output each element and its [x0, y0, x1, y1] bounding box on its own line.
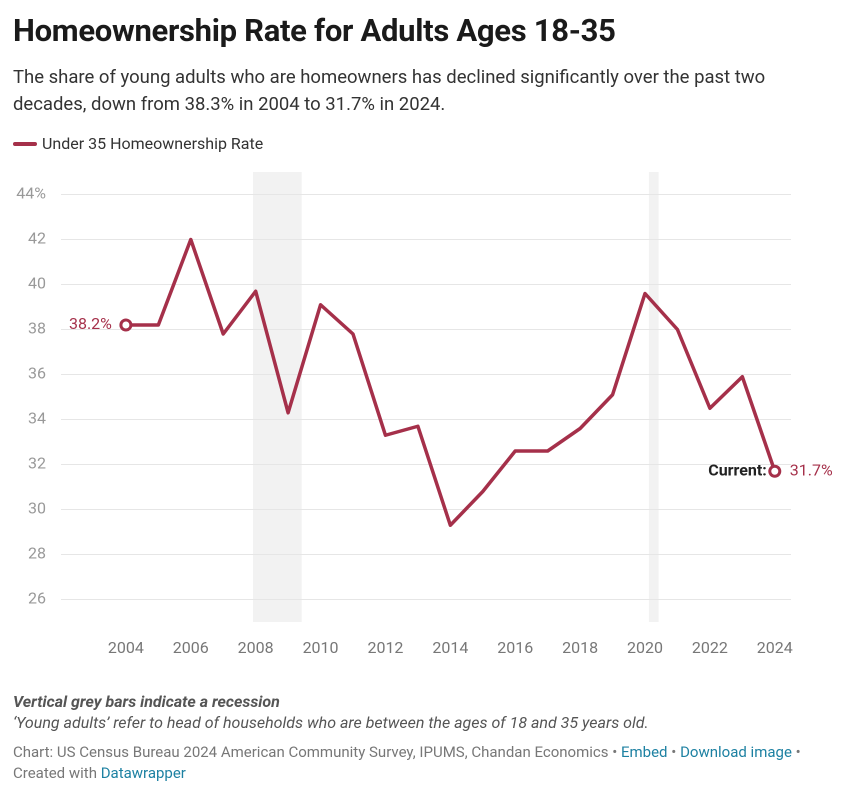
credit-prefix: • Created with [13, 743, 801, 782]
y-tick-label: 36 [28, 364, 46, 383]
end-marker [768, 464, 782, 478]
chart-title: Homeownership Rate for Adults Ages 18-35 [13, 12, 616, 49]
credit-link[interactable]: Datawrapper [100, 764, 186, 782]
y-tick-label: 38 [28, 319, 46, 338]
y-tick-label: 26 [28, 589, 46, 608]
end-marker [119, 318, 133, 332]
chart-subtitle: The share of young adults who are homeow… [13, 66, 766, 115]
x-tick-label: 2018 [562, 638, 598, 657]
x-tick-label: 2004 [108, 638, 144, 657]
annotation: Current: [708, 460, 767, 479]
x-tick-label: 2014 [432, 638, 468, 657]
y-tick-label: 28 [28, 544, 46, 563]
separator: • [671, 743, 677, 761]
value-label: 31.7% [790, 460, 833, 479]
x-tick-label: 2022 [692, 638, 728, 657]
y-tick-label: 32 [28, 454, 46, 473]
y-tick-label: 40 [28, 274, 46, 293]
source-text: Chart: US Census Bureau 2024 American Co… [13, 743, 618, 761]
note-title: Vertical grey bars indicate a recession [13, 692, 280, 711]
value-label: 38.2% [69, 314, 112, 333]
x-tick-label: 2016 [497, 638, 533, 657]
y-tick-label: 42 [28, 229, 46, 248]
download-link[interactable]: Download image [680, 743, 792, 761]
y-tick-label: 34 [28, 409, 46, 428]
x-tick-label: 2010 [303, 638, 339, 657]
legend-label: Under 35 Homeownership Rate [42, 134, 264, 153]
x-tick-label: 2024 [757, 638, 793, 657]
legend: Under 35 Homeownership Rate [13, 134, 263, 153]
x-tick-label: 2006 [173, 638, 209, 657]
y-tick-label: 44% [16, 184, 46, 203]
x-tick-label: 2020 [627, 638, 663, 657]
embed-link[interactable]: Embed [621, 743, 668, 761]
x-tick-label: 2012 [367, 638, 403, 657]
x-tick-label: 2008 [238, 638, 274, 657]
y-tick-label: 30 [28, 499, 46, 518]
line [125, 237, 777, 527]
source: Chart: US Census Bureau 2024 American Co… [13, 742, 843, 784]
recession-band [648, 172, 659, 622]
note-text: ‘Young adults’ refer to head of househol… [13, 713, 649, 732]
legend-swatch [13, 141, 37, 146]
